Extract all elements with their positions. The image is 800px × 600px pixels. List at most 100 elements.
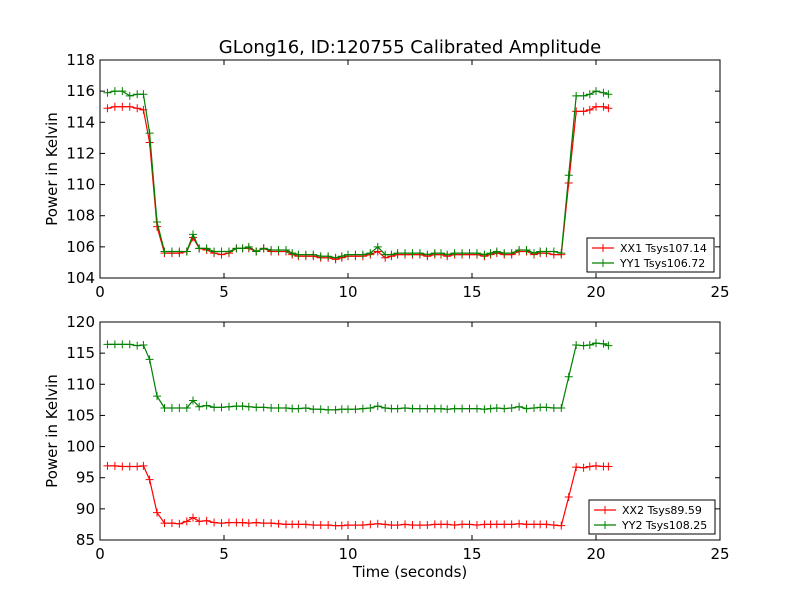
c1-series-1-point-59: [522, 404, 531, 413]
c1-y-tick-label-3: 100: [66, 438, 95, 456]
c1-series-1-point-48: [443, 405, 452, 414]
c1-series-1-point-20: [244, 402, 253, 411]
c0-series-1-point-3: [125, 91, 134, 100]
c0-series-0-point-71: [604, 104, 613, 113]
c1-series-1-point-68: [585, 341, 594, 350]
c1-series-1-point-53: [480, 405, 489, 414]
c0-series-1-point-64: [557, 249, 566, 258]
c0-series-1-point-29: [309, 250, 318, 259]
c0-series-0-point-4: [133, 104, 142, 113]
c0-series-0-point-0: [103, 104, 112, 113]
c0-series-0-point-69: [592, 102, 600, 111]
c1-series-0-point-49: [450, 521, 459, 530]
c1-series-0-point-28: [301, 520, 310, 529]
c0-series-0-point-70: [599, 102, 608, 111]
c1-series-0-point-66: [572, 463, 581, 472]
c0-y-tick-label-1: 106: [66, 238, 95, 256]
c0-series-1-point-30: [316, 252, 325, 261]
c1-series-0-point-50: [458, 520, 467, 529]
c0-series-1-point-51: [465, 249, 474, 258]
c0-series-1-point-9: [167, 247, 176, 256]
c0-series-1-point-49: [450, 249, 459, 258]
c1-x-tick-label-1: 5: [219, 545, 229, 563]
c1-series-0-point-57: [507, 520, 516, 529]
c0-series-1-point-17: [224, 247, 233, 256]
c1-series-0-point-56: [500, 520, 509, 529]
c1-series-1-point-19: [238, 402, 247, 411]
c0-y-tick-label-7: 118: [66, 51, 95, 69]
c1-series-1-point-65: [564, 372, 573, 381]
c1-series-0-point-17: [224, 518, 233, 527]
c1-series-1-point-30: [316, 405, 325, 414]
c1-y-tick-label-0: 85: [76, 531, 95, 549]
c0-series-1-point-37: [366, 249, 375, 258]
c0-series-1-point-23: [267, 245, 276, 254]
c1-series-1-point-21: [252, 403, 261, 412]
c1-series-0-point-21: [252, 518, 261, 527]
c1-series-0-point-62: [542, 520, 551, 529]
c1-series-1-point-41: [393, 404, 402, 413]
c0-series-1-point-69: [592, 87, 600, 96]
c1-series-1-point-47: [437, 404, 445, 413]
c1-x-tick-label-5: 25: [710, 545, 729, 563]
c0-axes-frame: [99, 59, 721, 279]
c0-series-1-point-11: [182, 247, 191, 256]
c1-series-1-point-14: [202, 401, 211, 410]
c1-series-0-point-23: [267, 519, 276, 528]
c1-series-1-point-49: [450, 404, 459, 413]
c0-series-0-point-1: [110, 102, 119, 111]
c1-series-0-point-10: [175, 519, 184, 528]
c1-series-0-point-55: [492, 520, 501, 529]
c0-x-tick-label-1: 5: [219, 283, 229, 301]
c1-series-1-point-38: [373, 402, 382, 411]
c1-series-0-point-33: [337, 521, 346, 530]
c1-series-0-point-63: [549, 521, 558, 530]
c0-x-tick-label-3: 15: [462, 283, 481, 301]
c1-series-1-point-22: [259, 403, 268, 412]
c0-x-tick-label-5: 25: [710, 283, 729, 301]
c0-series-0-point-67: [579, 107, 588, 116]
c1-series-1-point-37: [366, 403, 375, 412]
c1-series-1-point-9: [167, 403, 176, 412]
c1-series-0-point-29: [309, 521, 318, 530]
c1-y-tick-label-1: 90: [76, 500, 95, 518]
c1-series-0-point-42: [401, 520, 410, 529]
c0-series-1-point-36: [358, 250, 367, 259]
c1-series-1-point-56: [500, 404, 509, 413]
c0-series-1-point-28: [301, 250, 310, 259]
c1-series-0-point-69: [592, 461, 600, 470]
c1-series-1-point-7: [153, 392, 162, 401]
c1-series-0-point-30: [316, 521, 325, 530]
c1-series-1-point-52: [472, 404, 481, 413]
c1-series-1-point-32: [331, 405, 340, 414]
c1-series-0-point-11: [182, 517, 191, 526]
c1-series-1-point-64: [557, 403, 566, 412]
c1-series-1-point-5: [139, 341, 148, 350]
c1-series-0-point-16: [217, 519, 226, 528]
c1-series-0-point-19: [238, 518, 247, 527]
c0-series-1-point-40: [387, 250, 396, 259]
c0-series-1-point-2: [118, 87, 127, 96]
c1-y-tick-label-5: 110: [66, 375, 95, 393]
c0-series-1-point-6: [145, 129, 154, 138]
c0-series-1-point-35: [351, 250, 360, 259]
c1-legend-label-1: YY2 Tsys108.25: [621, 519, 707, 532]
c1-series-0-point-35: [351, 521, 360, 530]
c0-series-1-point-20: [244, 242, 253, 251]
c1-series-0-point-64: [557, 521, 566, 530]
c0-y-tick-label-3: 110: [66, 176, 95, 194]
c1-series-1-point-39: [381, 403, 390, 412]
c0-series-1-point-10: [175, 247, 184, 256]
c1-legend-label-0: XX2 Tsys89.59: [622, 504, 702, 517]
c1-x-tick-label-2: 10: [338, 545, 357, 563]
c1-series-0-point-58: [515, 519, 524, 528]
c1-series-0-point-9: [167, 519, 176, 528]
c1-series-0-point-36: [358, 521, 367, 530]
bottom-plot: 0 5 10 15 20 25 85 90 95 100 105 110 115 120 Power in …: [43, 313, 730, 581]
c1-series-1-point-1: [110, 340, 119, 349]
c1-series-1-point-35: [351, 405, 360, 414]
c0-series-0-point-66: [572, 107, 581, 116]
c1-y-tick-label-4: 105: [66, 406, 95, 424]
c0-series-1-point-42: [401, 249, 410, 258]
c1-series-1-point-23: [267, 403, 276, 412]
